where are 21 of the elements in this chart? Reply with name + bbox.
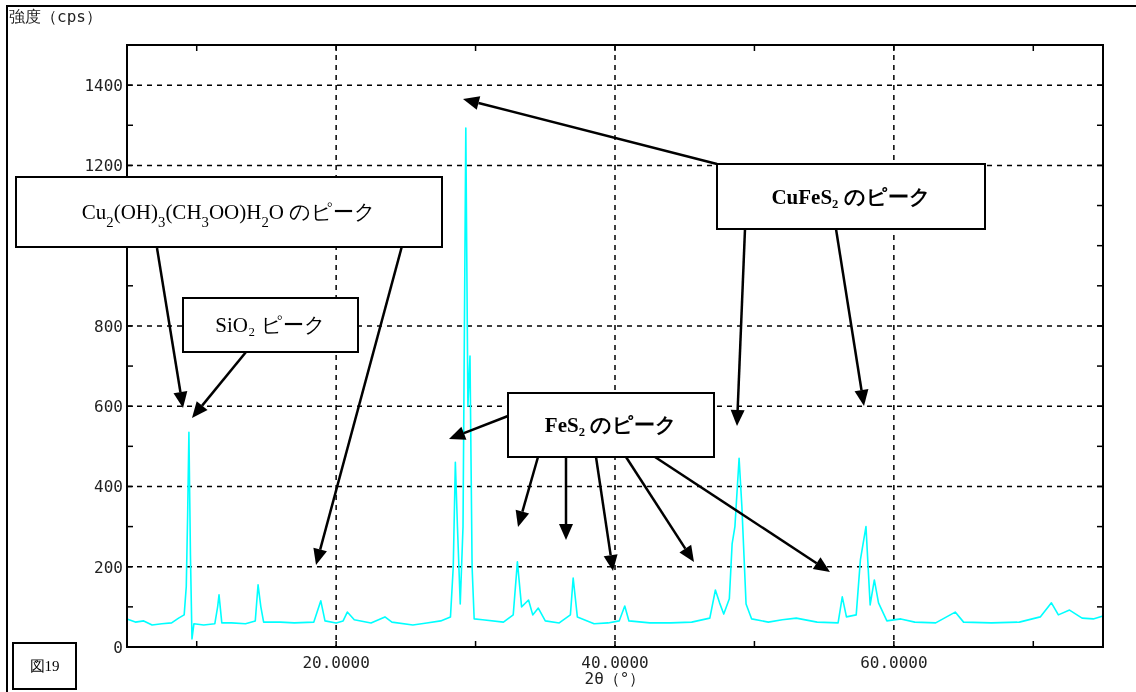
note: Cu$_{2}$(OH)$_{3}$(CH$_{3}$OO)H$_{2}$O のピーク — [15, 176, 443, 248]
annotation: SiO₂ ピーク — [215, 313, 326, 338]
x-tick-label: 60.0000 — [860, 653, 928, 672]
note: FeS₂ のピーク — [507, 392, 715, 458]
note: SiO₂ ピーク — [182, 297, 359, 353]
y-tick-label: 0 — [113, 638, 123, 657]
y-tick-label: 1200 — [84, 156, 123, 176]
y-tick-label: 1400 — [84, 76, 123, 96]
x-tick-label: 20.0000 — [302, 653, 370, 672]
annotation: CuFeS₂ のピーク — [771, 184, 931, 209]
y-tick-label: 200 — [94, 557, 123, 577]
note: 図19 — [12, 642, 77, 690]
y-tick-label: 600 — [94, 397, 123, 417]
caption: 図19 — [29, 658, 60, 675]
x-axis-title: 2θ（°） — [584, 669, 646, 688]
annotation: FeS₂ のピーク — [544, 413, 678, 438]
y-tick-label: 800 — [94, 316, 123, 336]
y-axis-title: 強度（cps） — [9, 7, 102, 26]
x-tick-label: 40.0000 — [581, 653, 649, 672]
y-tick-label: 400 — [94, 477, 123, 497]
note: CuFeS₂ のピーク — [716, 163, 986, 230]
